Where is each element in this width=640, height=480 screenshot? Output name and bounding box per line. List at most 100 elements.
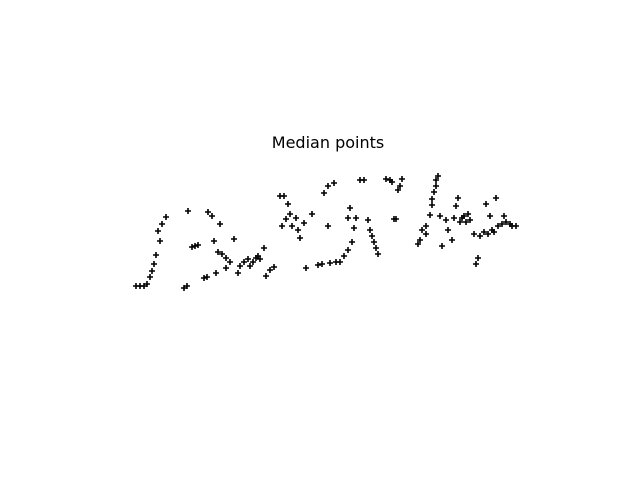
scatter-point-16 [192, 243, 198, 249]
scatter-point-72 [353, 215, 359, 221]
scatter-point-41 [263, 273, 269, 279]
scatter-point-86 [395, 187, 401, 193]
scatter-point-50 [289, 223, 295, 229]
scatter-point-26 [219, 251, 225, 257]
scatter-point-117 [475, 255, 481, 261]
scatter-point-100 [435, 173, 441, 179]
scatter-point-102 [439, 243, 445, 249]
scatter-point-25 [215, 249, 221, 255]
scatter-point-52 [295, 227, 301, 233]
scatter-point-74 [361, 177, 367, 183]
scatter-point-125 [493, 195, 499, 201]
scatter-point-76 [367, 227, 373, 233]
scatter-point-92 [423, 223, 429, 229]
scatter-point-75 [365, 217, 371, 223]
scatter-point-43 [271, 264, 277, 270]
scatter-point-21 [205, 209, 211, 215]
scatter-point-22 [209, 213, 215, 219]
scatter-point-29 [223, 265, 229, 271]
scatter-point-122 [487, 213, 493, 219]
scatter-point-93 [423, 231, 429, 237]
scatter-point-54 [301, 220, 307, 226]
scatter-point-62 [331, 180, 337, 186]
scatter-point-109 [457, 219, 463, 225]
scatter-point-108 [455, 195, 461, 201]
scatter-point-17 [195, 242, 201, 248]
scatter-point-68 [349, 239, 355, 245]
scatter-point-6 [151, 261, 157, 267]
scatter-point-89 [415, 241, 421, 247]
scatter-point-81 [383, 176, 389, 182]
scatter-point-47 [279, 223, 285, 229]
scatter-point-116 [473, 261, 479, 267]
scatter-point-27 [223, 255, 229, 261]
scatter-point-70 [345, 215, 351, 221]
scatter-point-60 [321, 190, 327, 196]
scatter-point-71 [351, 225, 357, 231]
scatter-point-106 [451, 215, 457, 221]
scatter-point-5 [149, 268, 155, 274]
scatter-point-28 [227, 259, 233, 265]
scatter-point-46 [285, 201, 291, 207]
scatter-point-66 [341, 253, 347, 259]
scatter-point-35 [247, 263, 253, 269]
scatter-point-118 [477, 233, 483, 239]
scatter-point-59 [327, 260, 333, 266]
scatter-point-13 [184, 283, 190, 289]
scatter-point-126 [495, 223, 501, 229]
scatter-point-127 [499, 221, 505, 227]
scatter-point-87 [397, 183, 403, 189]
scatter-point-94 [427, 212, 433, 218]
scatter-point-48 [283, 216, 289, 222]
chart-title: Median points [272, 133, 384, 152]
scatter-point-18 [201, 275, 207, 281]
scatter-point-78 [371, 239, 377, 245]
scatter-point-33 [241, 259, 247, 265]
scatter-point-95 [429, 202, 435, 208]
scatter-point-49 [287, 211, 293, 217]
scatter-point-36 [250, 259, 256, 265]
scatter-point-34 [245, 256, 251, 262]
scatter-point-80 [375, 251, 381, 257]
scatter-point-128 [501, 213, 507, 219]
scatter-point-101 [437, 213, 443, 219]
scatter-point-3 [144, 281, 150, 287]
scatter-point-61 [325, 183, 331, 189]
scatter-point-77 [369, 233, 375, 239]
scatter-point-83 [389, 179, 395, 185]
scatter-series [133, 173, 519, 291]
scatter-point-20 [213, 270, 219, 276]
scatter-point-32 [237, 263, 243, 269]
scatter-point-111 [461, 213, 467, 219]
scatter-point-67 [345, 247, 351, 253]
scatter-point-121 [485, 231, 491, 237]
scatter-point-132 [513, 223, 519, 229]
scatter-point-90 [417, 237, 423, 243]
scatter-point-23 [217, 221, 223, 227]
scatter-point-65 [337, 259, 343, 265]
scatter-point-9 [155, 228, 161, 234]
scatter-point-39 [257, 256, 263, 262]
scatter-point-112 [463, 219, 469, 225]
scatter-point-96 [429, 196, 435, 202]
scatter-point-40 [261, 245, 267, 251]
scatter-point-10 [159, 221, 165, 227]
scatter-point-88 [399, 176, 405, 182]
scatter-point-53 [297, 235, 303, 241]
scatter-point-120 [483, 201, 489, 207]
scatter-point-56 [309, 211, 315, 217]
scatter-point-8 [157, 238, 163, 244]
scatter-point-114 [467, 217, 473, 223]
scatter-point-85 [393, 216, 399, 222]
scatter-point-19 [204, 274, 210, 280]
scatter-point-51 [293, 215, 299, 221]
scatter-point-63 [325, 223, 331, 229]
scatter-point-113 [465, 211, 471, 217]
scatter-point-124 [491, 229, 497, 235]
scatter-point-98 [433, 183, 439, 189]
scatter-point-99 [433, 177, 439, 183]
scatter-point-91 [419, 227, 425, 233]
scatter-point-105 [449, 237, 455, 243]
scatter-point-24 [211, 238, 217, 244]
